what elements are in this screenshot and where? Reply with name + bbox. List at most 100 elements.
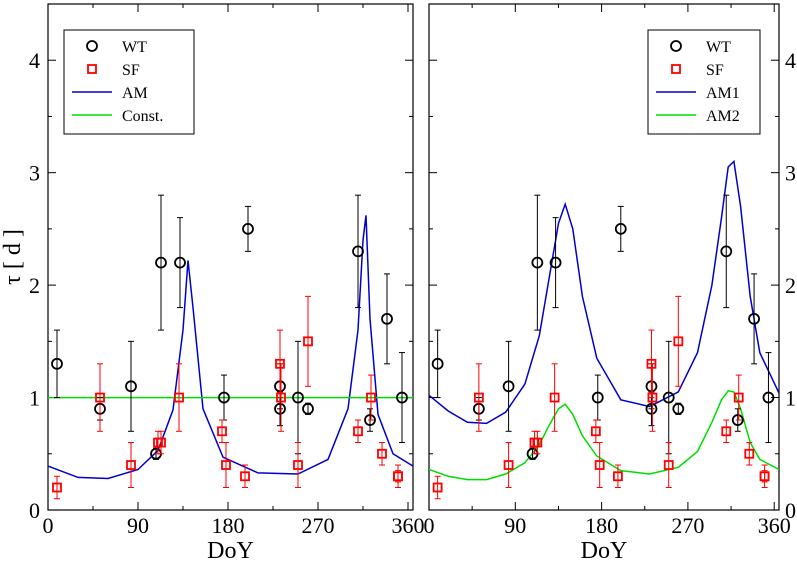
wt-point [302,402,314,415]
x-axis-label: DoY [207,538,254,564]
wt-point [381,312,393,325]
wt-point [292,391,304,404]
wt-point [274,402,286,415]
sf-point [126,460,136,470]
x-tick-label: 0 [424,513,435,538]
sf-point [221,460,231,470]
wt-point [218,391,230,404]
sf-point [673,336,684,347]
legend-marker-wt [86,40,98,52]
legend-label: Const. [122,108,163,125]
wt-point [51,357,63,370]
sf-point [759,471,770,482]
y-tick-label: 2 [29,273,40,298]
series-line-am [48,215,413,480]
x-tick-label: 360 [392,513,425,538]
legend-marker-sf [671,64,681,74]
legend-label: AM1 [706,85,740,102]
wt-point [720,245,733,258]
y-tick-label: 1 [785,386,796,411]
wt-point [502,380,515,393]
series-line-am2 [429,389,779,481]
sf-point [733,392,744,403]
x-axis-label: DoY [581,538,628,564]
sf-point [594,460,605,470]
x-tick-label: 360 [758,513,791,538]
sf-point [174,392,184,403]
x-tick-label: 180 [585,513,618,538]
wt-point [431,357,444,370]
legend-label: SF [706,62,724,79]
y-tick-label: 4 [785,48,796,73]
sf-point [532,437,543,448]
y-tick-label: 2 [785,273,796,298]
wt-point [352,245,364,258]
sf-point [432,482,443,493]
legend-label: WT [706,39,731,56]
wt-point [242,222,254,235]
wt-point [174,256,186,269]
sf-point [303,336,313,347]
y-tick-label: 3 [29,161,40,186]
y-tick-label: 4 [29,48,40,73]
legend [647,29,761,135]
sf-point [156,437,166,448]
sf-point [393,471,403,482]
wt-point [662,391,675,404]
wt-point [125,380,137,393]
wt-point [549,256,562,269]
sf-point [613,471,623,482]
sf-point [377,448,387,459]
wt-point [614,222,627,235]
x-tick-label: 270 [302,513,335,538]
plot-frame [428,3,780,511]
x-tick-label: 180 [212,513,245,538]
sf-point [95,392,105,403]
sf-point [276,392,286,403]
sf-point [549,392,560,403]
sf-point [721,426,732,437]
legend-label: SF [122,62,140,79]
wt-point [396,391,408,404]
x-tick-label: 90 [127,513,149,538]
y-tick-label: 3 [785,161,796,186]
legend [63,29,195,135]
wt-point [591,391,604,404]
legend-marker-sf [87,64,97,74]
sf-point [503,460,514,470]
sf-point [217,426,227,437]
sf-point [293,460,303,470]
x-tick-label: 0 [43,513,54,538]
legend-label: AM2 [706,108,740,125]
x-tick-label: 270 [671,513,704,538]
x-tick-label: 90 [504,513,526,538]
wt-point [645,402,658,415]
sf-point [663,460,674,470]
sf-point [744,448,755,459]
panel-1: 0 90 180 270 360 0 1 2 3 4 DoY τ [ d ] WT SF AM Const. [0,3,425,564]
y-tick-label: 0 [29,498,40,523]
sf-point [353,426,363,437]
sf-point [647,392,658,403]
sf-point [646,358,657,369]
sf-point [52,482,62,493]
wt-point [748,312,760,325]
y-tick-label: 0 [785,498,796,523]
plot-frame [47,3,414,511]
legend-marker-wt [670,40,682,52]
wt-point [731,414,744,426]
wt-point [364,414,376,426]
wt-point [762,391,775,404]
legend-label: WT [122,39,147,56]
sf-point [366,392,376,403]
wt-point [531,256,544,269]
series-line-am1 [429,159,779,425]
y-axis-label: τ [ d ] [0,229,26,285]
sf-point [240,471,250,482]
wt-point [155,256,167,269]
sf-point [590,426,601,437]
wt-point [672,402,685,415]
y-tick-label: 1 [29,386,40,411]
